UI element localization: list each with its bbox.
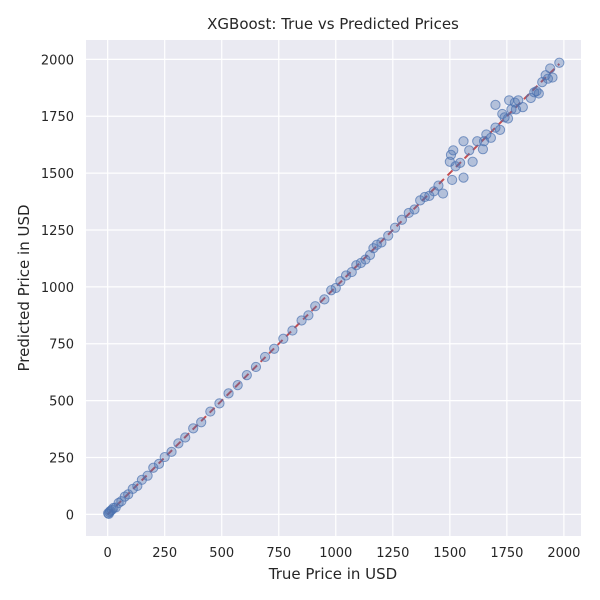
data-point bbox=[188, 423, 199, 434]
data-point bbox=[433, 180, 444, 191]
data-point bbox=[448, 145, 459, 156]
x-tick-label: 500 bbox=[209, 546, 234, 561]
data-point bbox=[478, 136, 490, 147]
data-point bbox=[409, 204, 420, 215]
x-tick-label: 250 bbox=[152, 546, 177, 561]
y-tick-label: 1250 bbox=[41, 224, 74, 239]
data-point bbox=[319, 294, 330, 305]
data-point bbox=[531, 86, 542, 97]
data-point bbox=[142, 470, 153, 481]
data-point bbox=[259, 351, 271, 363]
data-point bbox=[310, 301, 321, 312]
data-point bbox=[458, 172, 469, 183]
data-point bbox=[376, 237, 387, 248]
data-point bbox=[464, 145, 475, 156]
data-point bbox=[525, 92, 536, 104]
data-point bbox=[510, 104, 522, 115]
data-point bbox=[153, 458, 165, 469]
data-point bbox=[458, 136, 469, 147]
data-point bbox=[554, 57, 565, 68]
data-point bbox=[250, 361, 262, 373]
data-point bbox=[269, 343, 280, 354]
y-axis-label: Predicted Price in USD bbox=[15, 204, 33, 371]
y-tick-label: 0 bbox=[66, 508, 74, 523]
data-point bbox=[241, 370, 252, 381]
data-point bbox=[159, 451, 170, 463]
data-point bbox=[490, 99, 501, 110]
y-tick-label: 500 bbox=[49, 395, 74, 410]
data-point bbox=[196, 417, 207, 428]
y-tick-label: 250 bbox=[49, 452, 74, 467]
data-points bbox=[103, 57, 565, 520]
data-point bbox=[340, 270, 352, 281]
data-point bbox=[502, 113, 514, 124]
data-point bbox=[545, 63, 556, 74]
x-tick-label: 1250 bbox=[376, 546, 409, 561]
x-tick-label: 2000 bbox=[547, 546, 580, 561]
data-point bbox=[455, 157, 466, 168]
data-point bbox=[278, 333, 289, 344]
y-tick-labels: 0 250 500 750 1000 1250 1500 1750 2000 bbox=[41, 53, 74, 523]
x-tick-label: 750 bbox=[266, 546, 291, 561]
data-point bbox=[383, 230, 394, 241]
x-tick-label: 0 bbox=[104, 546, 112, 561]
x-tick-label: 1750 bbox=[490, 546, 523, 561]
data-point bbox=[467, 156, 478, 167]
x-tick-label: 1000 bbox=[319, 546, 352, 561]
x-tick-label: 1500 bbox=[433, 546, 466, 561]
data-point bbox=[223, 388, 234, 399]
y-tick-label: 1000 bbox=[41, 281, 74, 296]
data-point bbox=[303, 310, 314, 321]
data-point bbox=[389, 222, 401, 233]
data-point bbox=[547, 72, 558, 83]
data-point bbox=[403, 207, 414, 219]
data-point bbox=[437, 188, 449, 199]
data-point bbox=[214, 398, 225, 409]
data-point bbox=[205, 406, 216, 417]
data-point bbox=[477, 144, 489, 155]
data-point bbox=[173, 438, 184, 449]
data-point bbox=[180, 432, 191, 443]
data-point bbox=[166, 446, 177, 457]
y-tick-label: 2000 bbox=[41, 53, 74, 68]
data-point bbox=[148, 462, 159, 473]
data-point bbox=[396, 214, 408, 225]
data-point bbox=[232, 380, 243, 391]
chart-title: XGBoost: True vs Predicted Prices bbox=[207, 15, 459, 33]
data-point bbox=[504, 95, 515, 106]
data-point bbox=[296, 315, 307, 326]
data-point bbox=[494, 124, 506, 135]
x-axis-label: True Price in USD bbox=[268, 565, 397, 583]
y-tick-label: 1750 bbox=[41, 110, 74, 125]
x-tick-labels: 0 250 500 750 1000 1250 1500 1750 2000 bbox=[104, 546, 581, 561]
data-point bbox=[287, 325, 298, 336]
y-tick-label: 750 bbox=[49, 338, 74, 353]
y-tick-label: 1500 bbox=[41, 167, 74, 182]
data-point bbox=[447, 174, 458, 186]
